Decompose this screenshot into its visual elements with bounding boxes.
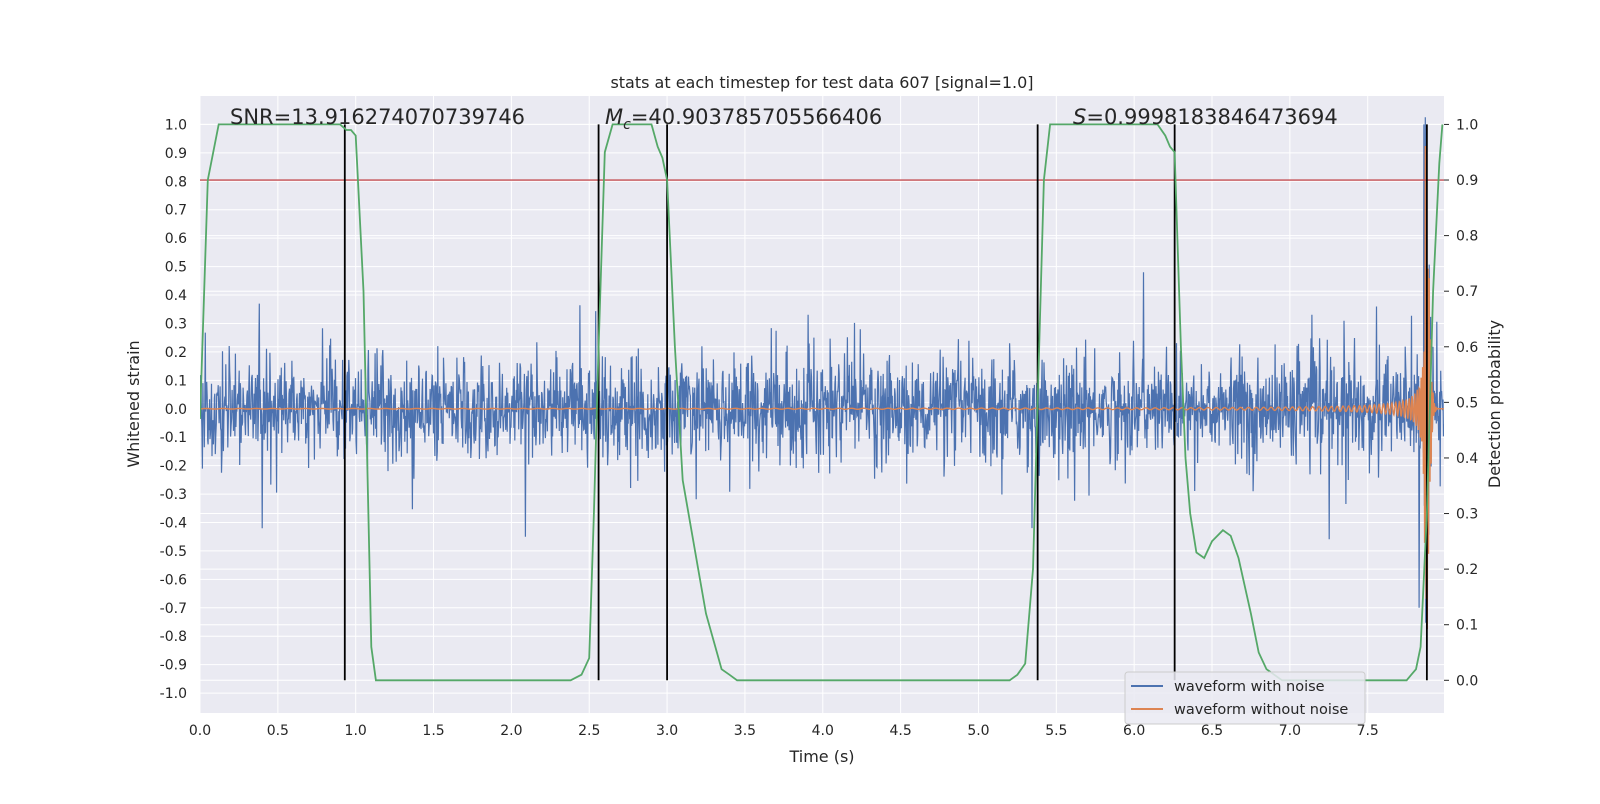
y-tick-label-left: -0.5 [160, 544, 187, 560]
y-tick-label-left: -0.3 [160, 487, 187, 503]
y-tick-label-right: 0.1 [1456, 618, 1478, 634]
x-tick-label: 7.0 [1279, 723, 1301, 739]
x-axis-label: Time (s) [788, 747, 854, 766]
y-tick-label-right: 0.7 [1456, 284, 1478, 300]
y-axis-label-left: Whitened strain [124, 340, 143, 467]
chirp-mass-annotation: Mc=40.903785705566406 [605, 105, 882, 133]
y-tick-label-right: 0.4 [1456, 451, 1478, 467]
legend-frame [1124, 671, 1366, 725]
y-tick-label-left: 0.4 [165, 288, 187, 304]
y-tick-label-left: 1.0 [165, 117, 187, 133]
y-tick-label-left: -0.9 [160, 658, 187, 674]
s-value: =0.9998183846473694 [1086, 105, 1337, 129]
series-waveform-with-noise [200, 117, 1444, 623]
y-tick-label-left: -0.4 [160, 515, 187, 531]
x-tick-label: 1.0 [345, 723, 367, 739]
y-tick-label-left: -0.2 [160, 459, 187, 475]
chirp-mass-subscript: c [623, 117, 631, 133]
y-tick-label-left: 0.6 [165, 231, 187, 247]
y-tick-label-left: 0.1 [165, 373, 187, 389]
y-tick-label-left: 0.5 [165, 260, 187, 276]
chirp-mass-value: =40.903785705566406 [631, 105, 882, 129]
x-tick-label: 0.0 [189, 723, 211, 739]
x-tick-label: 0.5 [267, 723, 289, 739]
y-tick-label-left: 0.0 [165, 402, 187, 418]
y-tick-label-left: 0.7 [165, 203, 187, 219]
x-tick-label: 6.0 [1123, 723, 1145, 739]
y-tick-label-right: 0.5 [1456, 395, 1478, 411]
y-tick-label-right: 0.2 [1456, 562, 1478, 578]
x-tick-label: 4.5 [889, 723, 911, 739]
x-tick-label: 4.0 [812, 723, 834, 739]
x-tick-label: 5.5 [1045, 723, 1067, 739]
y-tick-label-right: 1.0 [1456, 117, 1478, 133]
axis-layer: 0.0 0.5 1.0 1.5 2.0 2.5 3.0 3.5 4.0 4.5 5.0 5.5 6.0 6… [160, 117, 1479, 739]
x-tick-label: 7.5 [1357, 723, 1379, 739]
chart-title: stats at each timestep for test data 607… [610, 73, 1033, 92]
y-tick-label-right: 0.8 [1456, 229, 1478, 245]
snr-annotation: SNR=13.916274070739746 [230, 105, 525, 129]
x-tick-label: 3.5 [734, 723, 756, 739]
y-tick-label-left: -0.6 [160, 572, 187, 588]
y-tick-label-left: -0.1 [160, 430, 187, 446]
s-symbol: S [1073, 105, 1086, 129]
series-waveform-without-noise [200, 145, 1444, 630]
y-tick-label-right: 0.3 [1456, 507, 1478, 523]
y-tick-label-right: 0.0 [1456, 673, 1478, 689]
y-tick-label-left: 0.9 [165, 146, 187, 162]
x-tick-label: 5.0 [967, 723, 989, 739]
y-tick-label-left: 0.8 [165, 174, 187, 190]
annotation-layer: SNR=13.916274070739746 Mc=40.90378570556… [230, 105, 1338, 133]
legend-label-clean: waveform without noise [1174, 702, 1348, 718]
data-layer [200, 117, 1444, 682]
x-tick-label: 3.0 [656, 723, 678, 739]
x-tick-label: 6.5 [1201, 723, 1223, 739]
x-tick-label: 1.5 [422, 723, 444, 739]
x-tick-label: 2.0 [500, 723, 522, 739]
y-tick-label-right: 0.9 [1456, 173, 1478, 189]
y-tick-label-left: -0.8 [160, 629, 187, 645]
y-tick-label-left: -0.7 [160, 601, 187, 617]
y-axis-label-right: Detection probability [1485, 320, 1504, 488]
series-detection-probability [200, 123, 1444, 682]
y-tick-label-left: 0.3 [165, 316, 187, 332]
chirp-mass-symbol: M [605, 105, 623, 129]
legend-label-noise: waveform with noise [1174, 679, 1325, 695]
y-tick-label-left: -1.0 [160, 686, 187, 702]
y-tick-label-right: 0.6 [1456, 340, 1478, 356]
legend: waveform with noise waveform without noi… [1124, 671, 1366, 725]
y-tick-label-left: 0.2 [165, 345, 187, 361]
s-annotation: S=0.9998183846473694 [1073, 105, 1338, 129]
x-tick-label: 2.5 [578, 723, 600, 739]
